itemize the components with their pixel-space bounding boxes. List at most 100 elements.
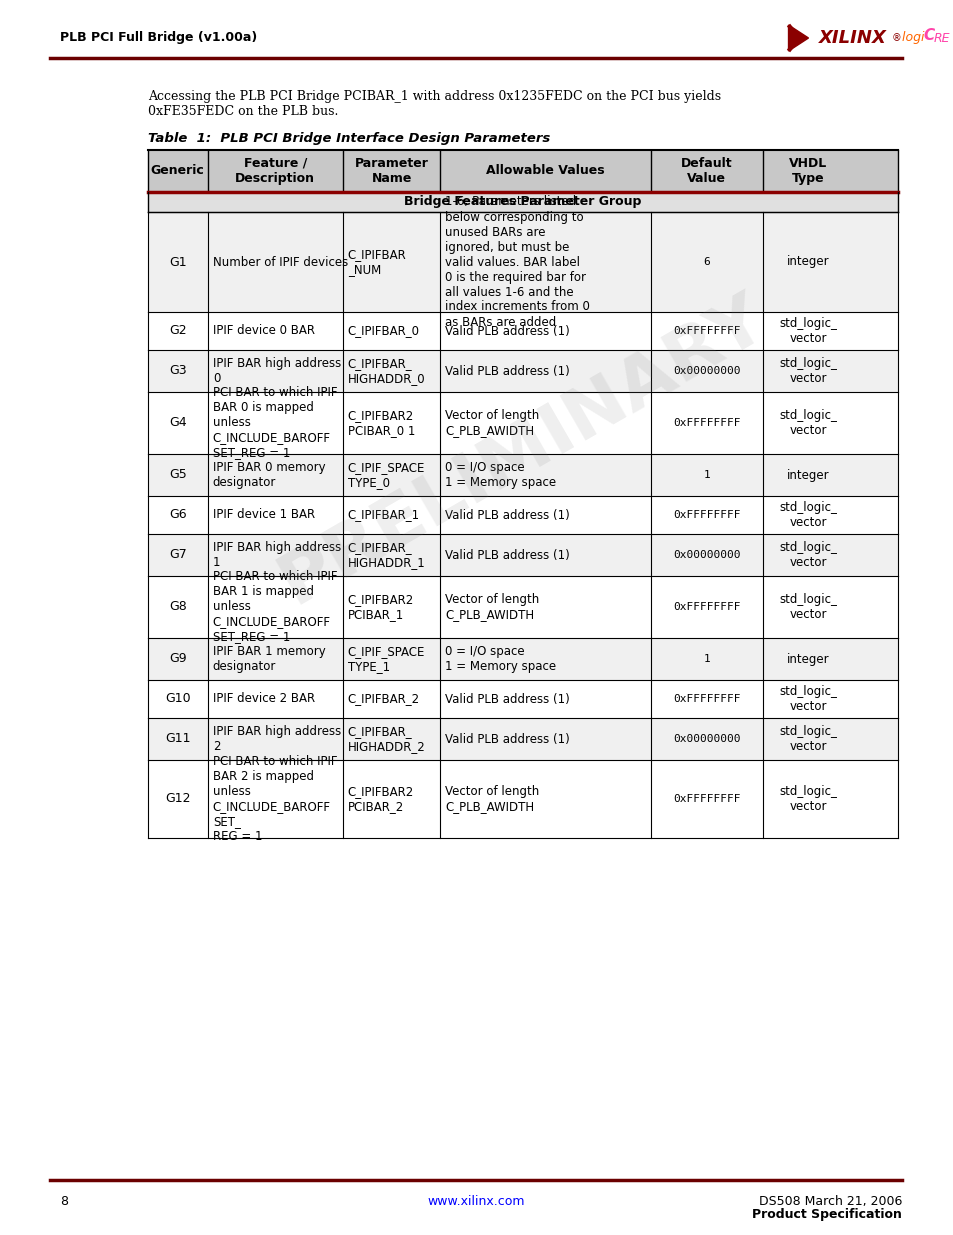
Text: C_IPIF_SPACE
TYPE_0: C_IPIF_SPACE TYPE_0 bbox=[348, 461, 425, 489]
Text: 0x00000000: 0x00000000 bbox=[673, 734, 740, 743]
Text: Valid PLB address (1): Valid PLB address (1) bbox=[445, 364, 570, 378]
Bar bbox=[148, 350, 898, 391]
Text: PLB PCI Full Bridge (v1.00a): PLB PCI Full Bridge (v1.00a) bbox=[60, 32, 257, 44]
Text: 0 = I/O space
1 = Memory space: 0 = I/O space 1 = Memory space bbox=[445, 461, 556, 489]
Text: Number of IPIF devices: Number of IPIF devices bbox=[213, 256, 348, 268]
Text: Valid PLB address (1): Valid PLB address (1) bbox=[445, 509, 570, 521]
Text: Parameter
Name: Parameter Name bbox=[355, 157, 428, 185]
Text: std_logic_
vector: std_logic_ vector bbox=[779, 317, 837, 345]
Text: G10: G10 bbox=[165, 693, 191, 705]
Text: Valid PLB address (1): Valid PLB address (1) bbox=[445, 325, 570, 337]
Text: std_logic_
vector: std_logic_ vector bbox=[779, 685, 837, 713]
Text: PCI BAR to which IPIF
BAR 1 is mapped
unless
C_INCLUDE_BAROFF
SET_REG = 1: PCI BAR to which IPIF BAR 1 is mapped un… bbox=[213, 571, 337, 643]
Text: Bridge Features Parameter Group: Bridge Features Parameter Group bbox=[404, 195, 641, 209]
Text: ®: ® bbox=[890, 33, 901, 43]
Text: IPIF BAR high address
0: IPIF BAR high address 0 bbox=[213, 357, 340, 385]
Bar bbox=[148, 149, 898, 191]
Text: Vector of length
C_PLB_AWIDTH: Vector of length C_PLB_AWIDTH bbox=[445, 593, 539, 621]
Text: std_logic_
vector: std_logic_ vector bbox=[779, 357, 837, 385]
Text: G3: G3 bbox=[169, 364, 187, 378]
Text: IPIF BAR high address
1: IPIF BAR high address 1 bbox=[213, 541, 340, 569]
Text: C_IPIFBAR_
HIGHADDR_1: C_IPIFBAR_ HIGHADDR_1 bbox=[348, 541, 425, 569]
Text: C_IPIFBAR2
PCIBAR_2: C_IPIFBAR2 PCIBAR_2 bbox=[348, 785, 414, 813]
Text: 0x00000000: 0x00000000 bbox=[673, 366, 740, 375]
Text: C_IPIFBAR_
HIGHADDR_2: C_IPIFBAR_ HIGHADDR_2 bbox=[348, 725, 425, 753]
Text: Accessing the PLB PCI Bridge PCIBAR_1 with address 0x1235FEDC on the PCI bus yie: Accessing the PLB PCI Bridge PCIBAR_1 wi… bbox=[148, 90, 720, 103]
Text: VHDL
Type: VHDL Type bbox=[788, 157, 826, 185]
Text: G6: G6 bbox=[169, 509, 187, 521]
Text: IPIF BAR 1 memory
designator: IPIF BAR 1 memory designator bbox=[213, 645, 325, 673]
Bar bbox=[148, 454, 898, 496]
Text: DS508 March 21, 2006: DS508 March 21, 2006 bbox=[759, 1195, 902, 1208]
Text: PRELIMINARY: PRELIMINARY bbox=[268, 283, 778, 618]
Text: std_logic_
vector: std_logic_ vector bbox=[779, 541, 837, 569]
Text: IPIF BAR high address
2: IPIF BAR high address 2 bbox=[213, 725, 340, 753]
Text: 0 = I/O space
1 = Memory space: 0 = I/O space 1 = Memory space bbox=[445, 645, 556, 673]
Text: 1: 1 bbox=[702, 471, 710, 480]
Text: IPIF BAR 0 memory
designator: IPIF BAR 0 memory designator bbox=[213, 461, 325, 489]
Text: www.xilinx.com: www.xilinx.com bbox=[427, 1195, 524, 1208]
Text: 0xFFFFFFFF: 0xFFFFFFFF bbox=[673, 510, 740, 520]
Text: RE: RE bbox=[932, 32, 949, 44]
Text: G11: G11 bbox=[165, 732, 191, 746]
Text: G12: G12 bbox=[165, 793, 191, 805]
Text: Vector of length
C_PLB_AWIDTH: Vector of length C_PLB_AWIDTH bbox=[445, 785, 539, 813]
Text: G7: G7 bbox=[169, 548, 187, 562]
Text: Valid PLB address (1): Valid PLB address (1) bbox=[445, 732, 570, 746]
Text: 1-6; Parameters listed
below corresponding to
unused BARs are
ignored, but must : 1-6; Parameters listed below correspondi… bbox=[445, 195, 590, 329]
Bar bbox=[148, 760, 898, 839]
Text: integer: integer bbox=[786, 652, 829, 666]
Text: 0xFFFFFFFF: 0xFFFFFFFF bbox=[673, 601, 740, 613]
Text: G9: G9 bbox=[169, 652, 187, 666]
Text: PCI BAR to which IPIF
BAR 0 is mapped
unless
C_INCLUDE_BAROFF
SET_REG = 1: PCI BAR to which IPIF BAR 0 is mapped un… bbox=[213, 387, 337, 459]
Text: Valid PLB address (1): Valid PLB address (1) bbox=[445, 548, 570, 562]
Text: 6: 6 bbox=[702, 257, 710, 267]
Text: 0xFE35FEDC on the PLB bus.: 0xFE35FEDC on the PLB bus. bbox=[148, 105, 337, 119]
Text: C_IPIFBAR_1: C_IPIFBAR_1 bbox=[348, 509, 419, 521]
Text: C_IPIFBAR_
HIGHADDR_0: C_IPIFBAR_ HIGHADDR_0 bbox=[348, 357, 425, 385]
Text: C_IPIFBAR2
PCIBAR_1: C_IPIFBAR2 PCIBAR_1 bbox=[348, 593, 414, 621]
Text: integer: integer bbox=[786, 468, 829, 482]
Bar bbox=[148, 212, 898, 312]
Text: C_IPIFBAR2
PCIBAR_0 1: C_IPIFBAR2 PCIBAR_0 1 bbox=[348, 409, 415, 437]
Text: IPIF device 2 BAR: IPIF device 2 BAR bbox=[213, 693, 314, 705]
Text: std_logic_
vector: std_logic_ vector bbox=[779, 785, 837, 813]
Bar bbox=[148, 638, 898, 680]
Text: 0xFFFFFFFF: 0xFFFFFFFF bbox=[673, 694, 740, 704]
Text: 0xFFFFFFFF: 0xFFFFFFFF bbox=[673, 794, 740, 804]
Text: G1: G1 bbox=[169, 256, 187, 268]
Text: IPIF device 0 BAR: IPIF device 0 BAR bbox=[213, 325, 314, 337]
Bar bbox=[148, 534, 898, 576]
Text: C_IPIFBAR_2: C_IPIFBAR_2 bbox=[348, 693, 419, 705]
Text: Feature /
Description: Feature / Description bbox=[235, 157, 315, 185]
Bar bbox=[148, 576, 898, 638]
Bar bbox=[148, 312, 898, 350]
Text: C_IPIFBAR
_NUM: C_IPIFBAR _NUM bbox=[348, 248, 406, 275]
Text: 1: 1 bbox=[702, 655, 710, 664]
Text: 8: 8 bbox=[60, 1195, 68, 1208]
Bar bbox=[148, 496, 898, 534]
Bar bbox=[148, 718, 898, 760]
Text: 0x00000000: 0x00000000 bbox=[673, 550, 740, 559]
Text: 0xFFFFFFFF: 0xFFFFFFFF bbox=[673, 417, 740, 429]
Text: Valid PLB address (1): Valid PLB address (1) bbox=[445, 693, 570, 705]
Text: 0xFFFFFFFF: 0xFFFFFFFF bbox=[673, 326, 740, 336]
Text: std_logic_
vector: std_logic_ vector bbox=[779, 725, 837, 753]
Text: Allowable Values: Allowable Values bbox=[486, 164, 604, 178]
Bar bbox=[148, 680, 898, 718]
Text: XILINX: XILINX bbox=[818, 28, 885, 47]
Text: C: C bbox=[923, 27, 934, 42]
Text: Table  1:  PLB PCI Bridge Interface Design Parameters: Table 1: PLB PCI Bridge Interface Design… bbox=[148, 132, 549, 144]
Text: G8: G8 bbox=[169, 600, 187, 614]
Text: integer: integer bbox=[786, 256, 829, 268]
Text: logi: logi bbox=[898, 32, 923, 44]
Text: IPIF device 1 BAR: IPIF device 1 BAR bbox=[213, 509, 314, 521]
Text: std_logic_
vector: std_logic_ vector bbox=[779, 409, 837, 437]
Text: Vector of length
C_PLB_AWIDTH: Vector of length C_PLB_AWIDTH bbox=[445, 409, 539, 437]
Bar bbox=[148, 391, 898, 454]
Text: Generic: Generic bbox=[151, 164, 204, 178]
Text: G4: G4 bbox=[169, 416, 187, 430]
Text: G5: G5 bbox=[169, 468, 187, 482]
Text: std_logic_
vector: std_logic_ vector bbox=[779, 501, 837, 529]
Text: Default
Value: Default Value bbox=[680, 157, 732, 185]
